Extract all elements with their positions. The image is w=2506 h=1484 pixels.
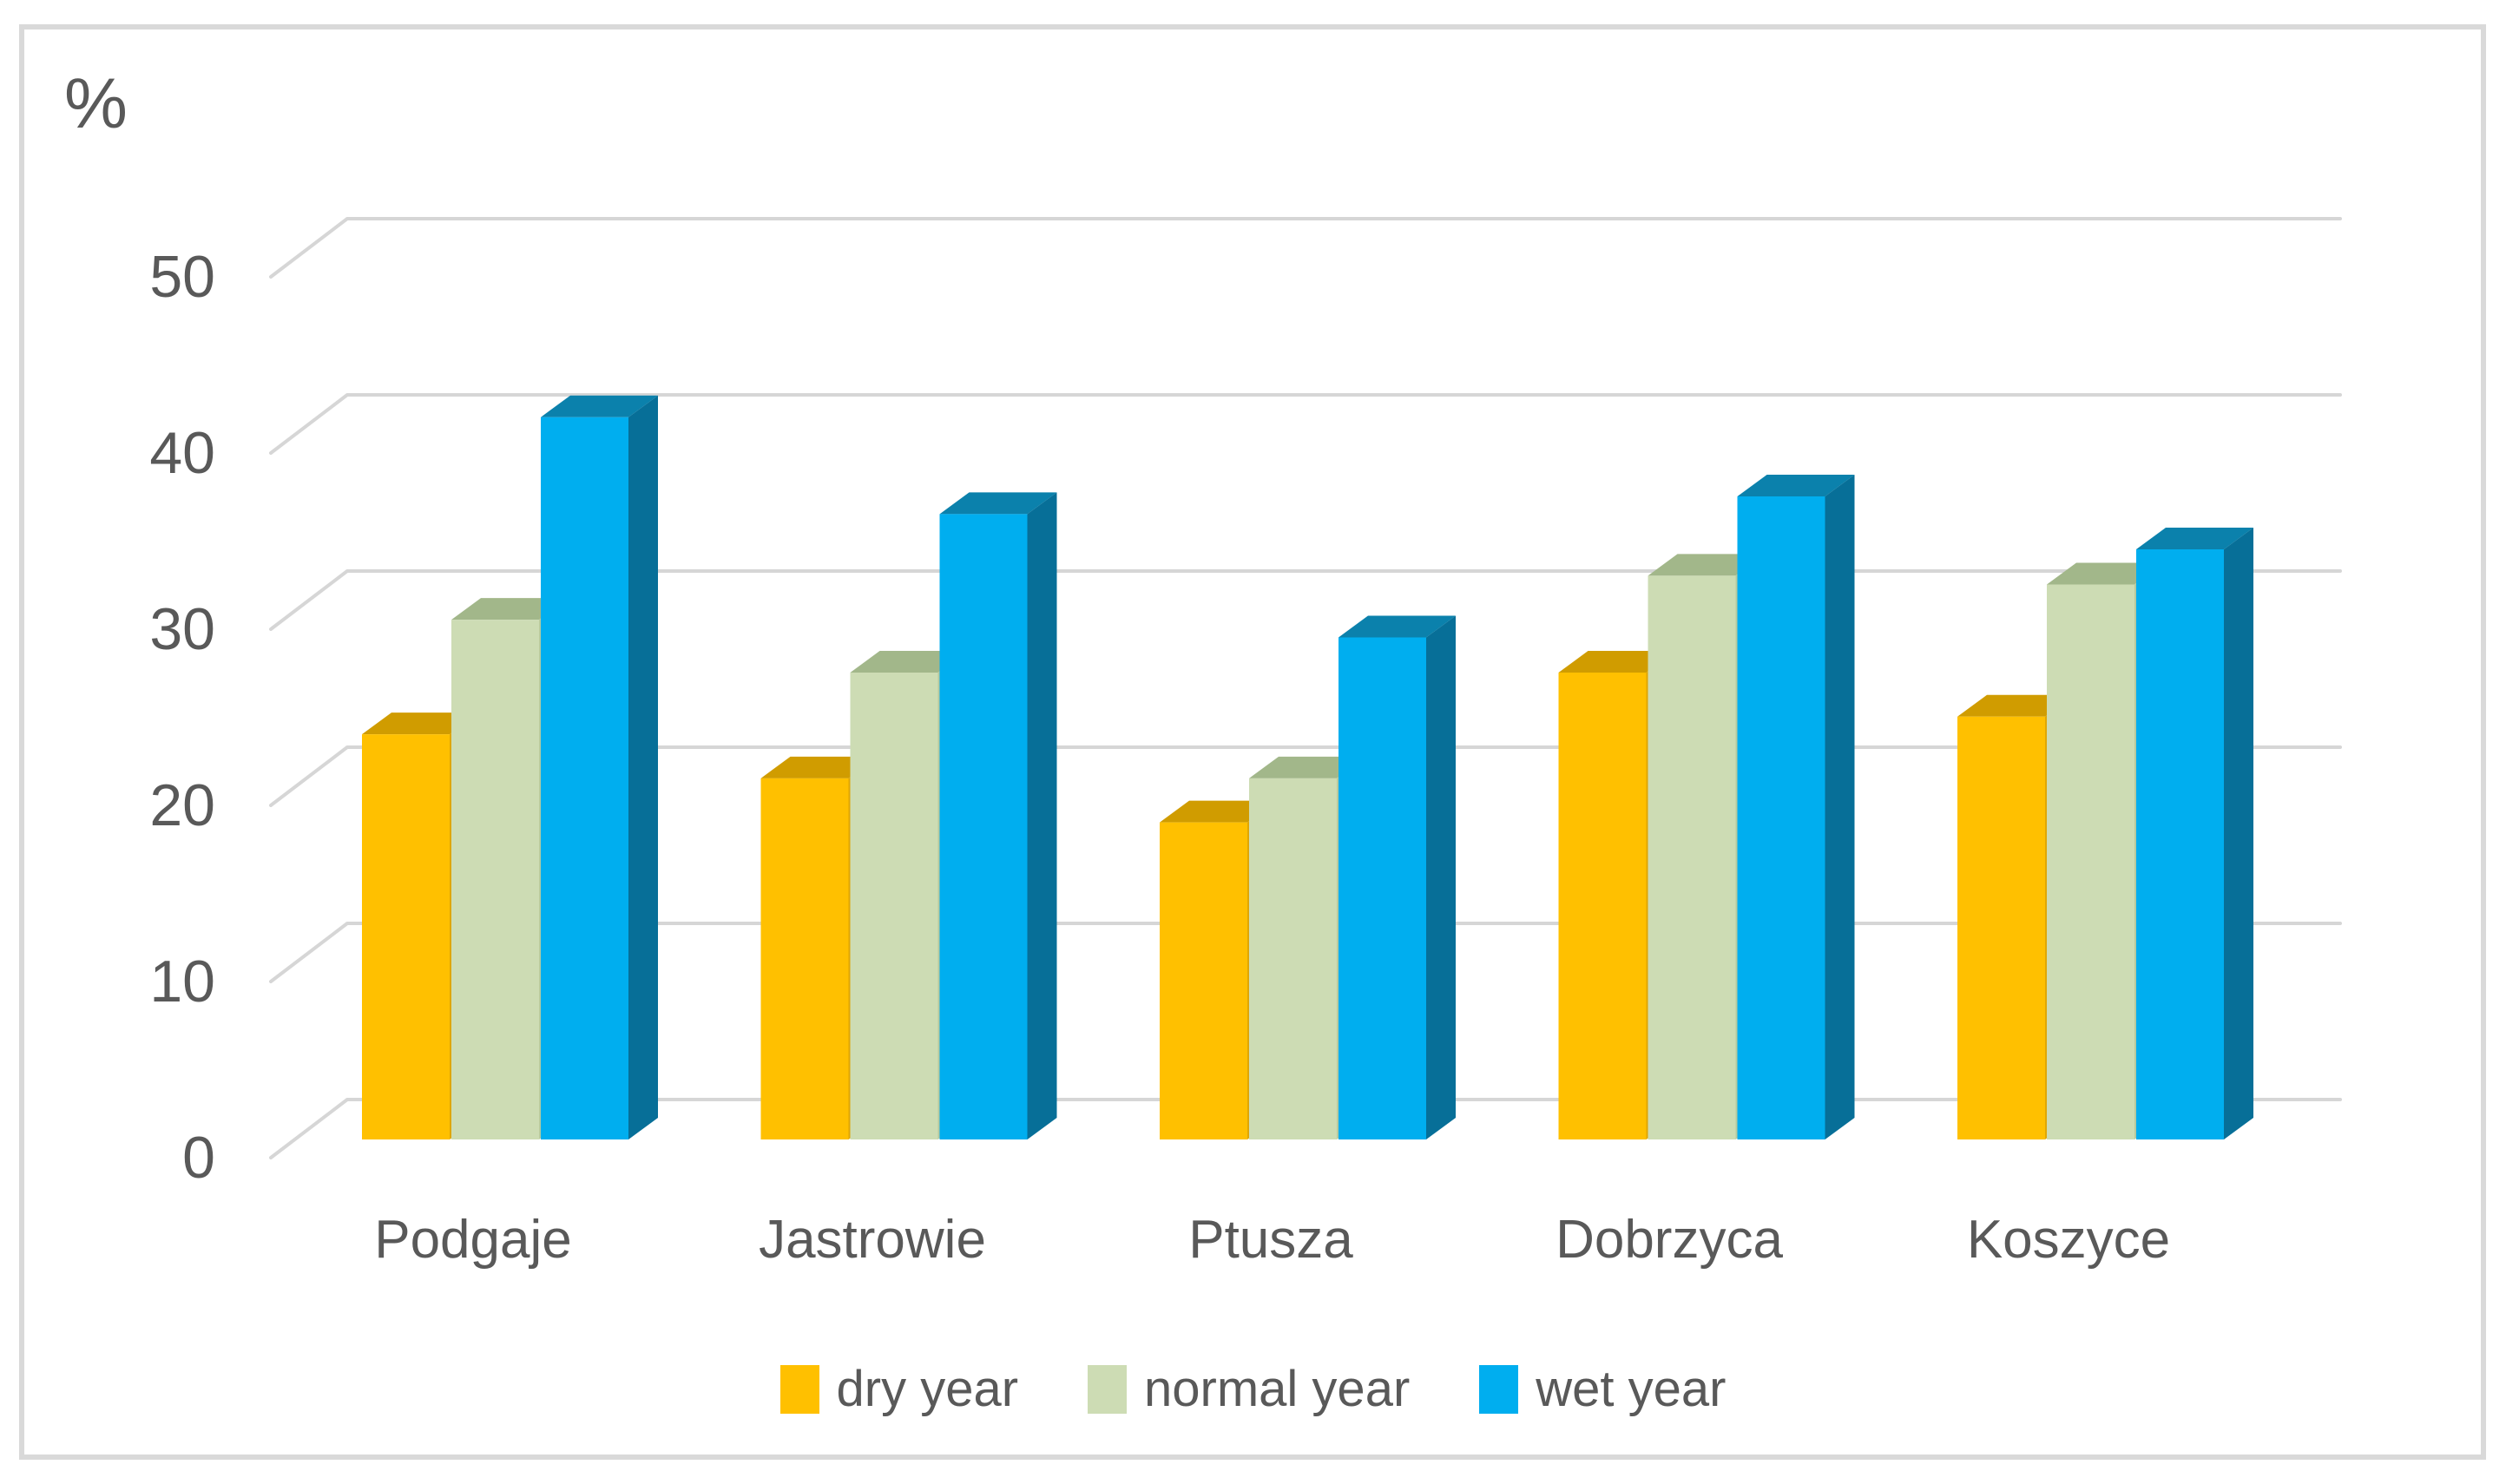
bar-face [2047, 562, 2164, 585]
y-tick-40: 40 [149, 420, 215, 486]
bar-face [2136, 527, 2253, 549]
legend-swatch-normal-year [1088, 1365, 1128, 1414]
chart-border [19, 24, 2486, 1460]
bar-face [850, 673, 938, 1139]
bar-face [760, 756, 878, 778]
bar-face [1160, 822, 1247, 1139]
legend-item-wet-year: wet year [1479, 1363, 1726, 1416]
legend-label-dry-year: dry year [836, 1361, 1019, 1417]
legend-label-normal-year: normal year [1144, 1361, 1411, 1417]
bar-face [1426, 615, 1456, 1139]
bar-face [1339, 615, 1456, 638]
bar-face [628, 395, 658, 1139]
bar-face [1648, 575, 1736, 1139]
gridline-50 [269, 217, 2342, 279]
bar-face [362, 712, 479, 735]
bar-face [1027, 492, 1057, 1139]
bar-face [1957, 694, 2075, 717]
y-tick-20: 20 [149, 772, 215, 838]
bar-face [1249, 756, 1366, 778]
bar-face [2047, 584, 2134, 1139]
legend-item-dry-year: dry year [779, 1361, 1019, 1417]
legend-item-normal-year: normal year [1088, 1363, 1410, 1416]
category-label-ptusza: Ptusza [1188, 1210, 1353, 1270]
category-label-dobrzyca: Dobrzyca [1556, 1210, 1783, 1270]
bar-face [541, 417, 628, 1139]
bar-face [1825, 475, 1855, 1139]
bar-face [850, 651, 968, 673]
bar-face [1160, 800, 1277, 823]
y-tick-0: 0 [182, 1125, 215, 1191]
bar-face [1648, 554, 1766, 576]
bar-face [362, 734, 450, 1139]
bar-face [2136, 548, 2224, 1139]
bar-face [939, 514, 1028, 1139]
legend-label-wet-year: wet year [1536, 1361, 1727, 1417]
category-label-podgaje: Podgaje [374, 1210, 572, 1270]
chart-legend: dry year normal year wet year [0, 1363, 2506, 1416]
bar-face [1737, 496, 1825, 1139]
y-tick-10: 10 [149, 949, 215, 1015]
gridline-40 [269, 393, 2342, 455]
y-tick-50: 50 [149, 244, 215, 310]
bar-face [451, 620, 539, 1139]
category-label-jastrowie: Jastrowie [759, 1210, 986, 1270]
legend-swatch-dry-year [779, 1365, 819, 1414]
y-tick-30: 30 [149, 596, 215, 662]
bar-face [2224, 527, 2253, 1139]
bar-face [541, 395, 658, 417]
bar-face [1249, 778, 1337, 1139]
bar-face [451, 598, 569, 621]
bar-face [1558, 673, 1647, 1139]
legend-swatch-wet-year [1479, 1365, 1519, 1414]
bar-face [1737, 475, 1855, 497]
bar-face [1957, 716, 2045, 1139]
axis-unit-label: % [64, 64, 128, 143]
bar-face [939, 492, 1057, 515]
category-label-koszyce: Koszyce [1966, 1210, 2171, 1270]
bar-face [1558, 651, 1676, 673]
bar-face [1339, 637, 1426, 1139]
bar-face [760, 778, 849, 1139]
